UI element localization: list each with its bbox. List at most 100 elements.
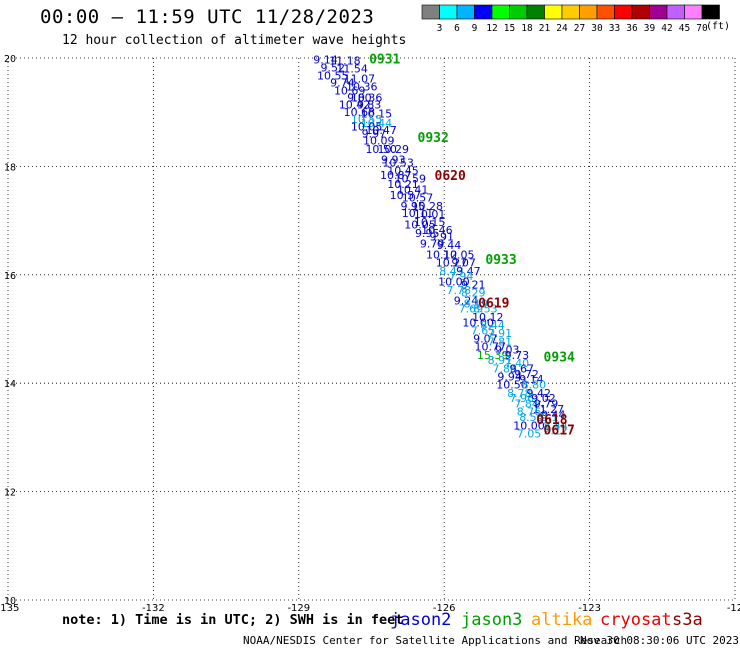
wave-height-label: 9.72 (514, 368, 539, 381)
wave-height-label: 9.83 (357, 98, 382, 111)
wave-height-label: 9.07 (473, 333, 498, 346)
wave-height-label: 10.41 (397, 184, 429, 197)
scale-swatch (701, 4, 720, 20)
wave-height-label: 10.11 (402, 207, 434, 220)
y-tick-label: 18 (4, 162, 16, 173)
chart-subtitle: 12 hour collection of altimeter wave hei… (62, 33, 407, 48)
wave-height-label: 10.77 (474, 341, 506, 354)
wave-height-label: 8.53 (473, 303, 498, 316)
scale-label: 42 (661, 23, 672, 34)
wave-height-label: 9.02 (531, 392, 556, 405)
wave-height-label: 11.54 (336, 63, 368, 76)
wave-height-label: 7.05 (517, 427, 542, 440)
wave-height-label: 9.44 (437, 239, 462, 252)
data-points: 9.1411.189.5211.5410.5511.079.7410.3610.… (313, 53, 568, 440)
scale-swatch (561, 4, 580, 20)
generated-timestamp: Nov 30 08:30:06 UTC 2023 (580, 634, 739, 647)
wave-height-label: 10.57 (390, 189, 422, 202)
wave-height-label: 10.09 (363, 135, 395, 148)
scale-label: 6 (454, 23, 460, 34)
wave-height-label: 10.69 (334, 84, 366, 97)
pass-id-label: 0620 (435, 169, 466, 184)
legend-s3a: s3a (672, 610, 703, 630)
wave-height-label: 9.24 (454, 295, 479, 308)
x-tick-label: -12 (727, 603, 740, 614)
scale-label: 45 (679, 23, 690, 34)
wave-height-label: 10.12 (426, 249, 458, 262)
pass-id-label: 0933 (485, 253, 516, 268)
wave-height-label: 10.87 (380, 169, 412, 182)
scale-label: 36 (626, 23, 638, 34)
scale-swatch (614, 4, 633, 20)
scale-label: 21 (539, 23, 551, 34)
wave-height-label: 10.45 (387, 165, 419, 178)
scale-swatch (666, 4, 685, 20)
wave-height-label: 8.76 (517, 406, 542, 419)
scale-label: 39 (644, 23, 656, 34)
wave-height-label: 11.07 (344, 72, 376, 85)
wave-height-label: 10.15 (414, 216, 446, 229)
wave-height-label: 7.81 (488, 335, 513, 348)
wave-height-label: 8.44 (543, 419, 568, 432)
x-tick-label: -132 (142, 603, 165, 614)
x-tick-label: -135 (0, 603, 19, 614)
y-tick-label: 10 (4, 596, 16, 607)
scale-swatch (421, 4, 440, 20)
footer-note: note: 1) Time is in UTC; 2) SWH is in fe… (62, 612, 404, 628)
wave-height-label: 11.27 (533, 403, 565, 416)
pass-id-label: 0934 (544, 351, 575, 366)
scale-swatch (596, 4, 615, 20)
wave-height-label: 10.55 (351, 113, 383, 126)
wave-height-label: 9.79 (420, 238, 445, 251)
legend-jason2: jason2 (390, 610, 452, 630)
wave-height-label: 10.50 (365, 143, 397, 156)
legend-cryosat: cryosat (600, 610, 672, 630)
wave-height-label: 10.00 (462, 316, 494, 329)
wave-height-label: 10.01 (414, 208, 446, 221)
scale-swatch (439, 4, 458, 20)
scale-swatch (526, 4, 545, 20)
wave-height-label: 9.21 (461, 278, 486, 291)
pass-id-label: 0931 (369, 52, 400, 67)
pass-id-label: 0932 (418, 131, 449, 146)
wave-height-label: 9.80 (347, 91, 372, 104)
chart-axes: -135 -132 -129 -126 -123 -12 10 12 14 16 18 20 (0, 54, 740, 614)
scale-label: 27 (574, 23, 585, 34)
wave-height-label: 9.94 (497, 370, 522, 383)
wave-height-label: 7.65 (471, 324, 496, 337)
scale-label: 24 (556, 23, 568, 34)
scale-swatch (509, 4, 528, 20)
wave-height-label: 10.29 (378, 143, 410, 156)
color-scale-bar: 3 6 9 12 15 18 21 24 27 30 33 36 39 42 45 70 (421, 4, 720, 34)
wave-height-label: 10.12 (472, 311, 504, 324)
scale-label: 12 (486, 23, 497, 34)
wave-height-label: 7.91 (488, 327, 513, 340)
x-tick-label: -123 (578, 603, 601, 614)
wave-height-label: 8.44 (480, 319, 505, 332)
wave-height-label: 9.14 (313, 53, 338, 66)
legend-jason3: jason3 (461, 610, 523, 630)
wave-height-label: 9.93 (381, 154, 406, 167)
wave-height-label: 10.55 (317, 70, 349, 83)
wave-height-label: 9.14 (519, 373, 544, 386)
wave-height-label: 10.00 (513, 419, 545, 432)
credit-text: NOAA/NESDIS Center for Satellite Applica… (243, 634, 628, 647)
wave-height-label: 8.19 (463, 297, 488, 310)
wave-height-label: 9.07 (451, 257, 476, 270)
wave-height-label: 9.95 (400, 200, 425, 213)
scale-unit-label: (ft) (706, 21, 731, 32)
y-tick-label: 20 (4, 54, 16, 65)
wave-height-label: 10.47 (365, 124, 397, 137)
wave-height-label: 8.78 (507, 387, 532, 400)
wave-height-label: 10.36 (351, 91, 383, 104)
wave-height-label: 10.00 (438, 276, 470, 289)
wave-height-label: 9.44 (541, 408, 566, 421)
wave-height-label: 8.29 (461, 286, 486, 299)
wave-height-label: 8.53 (519, 411, 544, 424)
wave-height-label: 10.59 (395, 173, 427, 186)
wave-height-label: 10.21 (387, 178, 419, 191)
wave-height-label: 10.53 (382, 156, 414, 169)
x-tick-label: -129 (287, 603, 310, 614)
